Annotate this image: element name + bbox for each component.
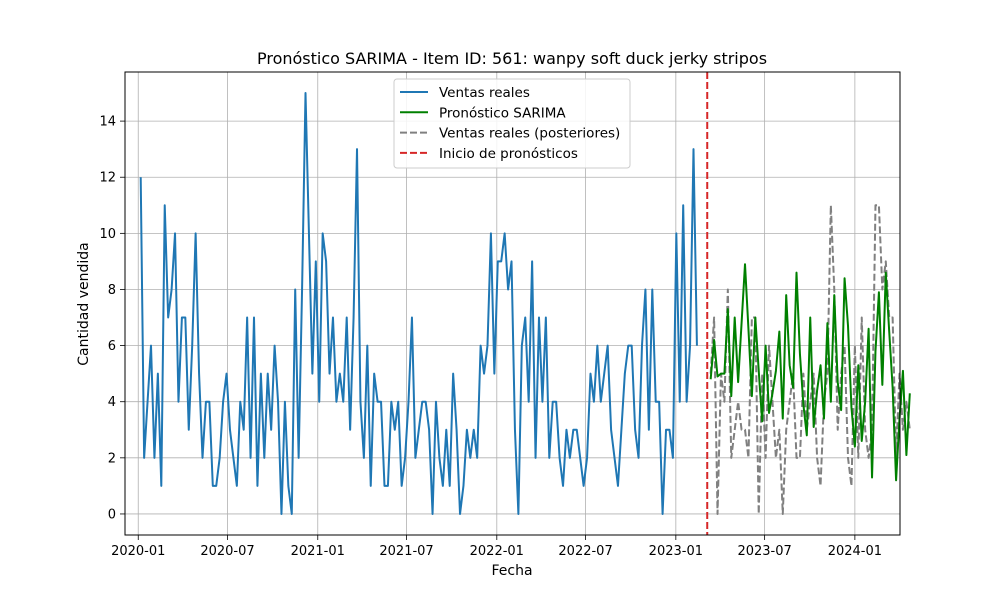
chart-title: Pronóstico SARIMA - Item ID: 561: wanpy … [257, 49, 767, 68]
x-tick-label: 2024-01 [828, 544, 882, 559]
legend-label-inicio-de-pronosticos: Inicio de pronósticos [439, 146, 578, 162]
y-tick-label: 4 [108, 395, 116, 410]
x-tick-label: 2021-01 [291, 544, 345, 559]
legend: Ventas reales Pronóstico SARIMA Ventas rea… [393, 78, 631, 169]
series-line-ventas-reales-posteriores [709, 204, 911, 515]
plot-series [139, 72, 911, 535]
legend-label-ventas-reales: Ventas reales [439, 85, 530, 101]
y-tick-label: 12 [99, 171, 116, 186]
series-line-ventas-reales [139, 92, 698, 515]
x-tick-label: 2023-07 [737, 544, 791, 559]
plot-frame [124, 71, 901, 536]
y-axis-ticks: 0 2 4 6 8 10 12 14 [99, 115, 125, 522]
x-tick-label: 2021-07 [379, 544, 433, 559]
x-tick-label: 2022-01 [470, 544, 524, 559]
legend-label-ventas-reales-posteriores: Ventas reales (posteriores) [439, 126, 620, 142]
x-tick-label: 2023-01 [649, 544, 703, 559]
x-tick-label: 2020-01 [111, 544, 165, 559]
y-axis-label: Cantidad vendida [76, 242, 92, 365]
x-axis-label: Fecha [491, 563, 532, 579]
x-tick-label: 2022-07 [558, 544, 612, 559]
series-line-pronostico-sarima [709, 263, 911, 482]
y-tick-label: 8 [108, 283, 116, 298]
x-axis-ticks: 2020-01 2020-07 2021-01 2021-07 2022-01 2022-… [111, 535, 882, 559]
legend-box [393, 78, 631, 169]
y-tick-label: 0 [108, 507, 116, 522]
legend-label-pronostico-sarima: Pronóstico SARIMA [439, 105, 566, 121]
y-tick-label: 6 [108, 339, 116, 354]
y-tick-label: 14 [99, 115, 116, 130]
x-tick-label: 2020-07 [200, 544, 254, 559]
y-tick-label: 10 [99, 227, 116, 242]
y-tick-label: 2 [108, 451, 116, 466]
